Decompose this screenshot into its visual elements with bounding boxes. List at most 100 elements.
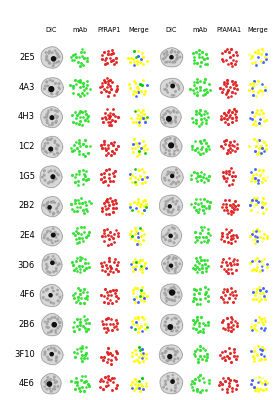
- Ellipse shape: [163, 357, 165, 359]
- Point: [220, 381, 225, 388]
- Ellipse shape: [45, 263, 47, 265]
- Point: [100, 267, 104, 273]
- Point: [229, 226, 233, 233]
- Point: [224, 200, 228, 207]
- Point: [133, 381, 137, 388]
- Point: [195, 264, 200, 270]
- Ellipse shape: [50, 202, 52, 203]
- Point: [258, 152, 262, 158]
- Point: [223, 326, 228, 333]
- Point: [101, 378, 105, 384]
- Point: [222, 286, 226, 292]
- Ellipse shape: [59, 88, 60, 90]
- Point: [99, 354, 103, 360]
- Point: [219, 142, 223, 149]
- Point: [258, 211, 262, 217]
- Point: [130, 238, 134, 245]
- Point: [194, 196, 198, 202]
- Point: [72, 319, 76, 325]
- Ellipse shape: [58, 203, 59, 205]
- Point: [77, 84, 82, 90]
- Ellipse shape: [176, 318, 177, 319]
- Polygon shape: [40, 166, 62, 188]
- Ellipse shape: [45, 52, 47, 53]
- Point: [136, 48, 140, 55]
- Ellipse shape: [168, 150, 170, 152]
- Point: [79, 230, 83, 237]
- Point: [100, 233, 105, 240]
- Point: [75, 350, 79, 356]
- Ellipse shape: [174, 143, 176, 145]
- Point: [192, 321, 196, 328]
- Point: [111, 170, 115, 176]
- Point: [259, 347, 264, 354]
- Point: [81, 206, 85, 213]
- Point: [224, 204, 228, 210]
- Point: [193, 110, 198, 117]
- Point: [195, 89, 199, 95]
- Point: [224, 226, 228, 232]
- Point: [137, 359, 141, 366]
- Point: [259, 50, 263, 57]
- Point: [80, 52, 84, 59]
- Point: [144, 204, 148, 210]
- Ellipse shape: [50, 152, 51, 153]
- Point: [192, 204, 197, 211]
- Point: [221, 289, 225, 295]
- Point: [251, 88, 255, 94]
- Ellipse shape: [167, 290, 169, 292]
- Ellipse shape: [177, 57, 178, 59]
- Point: [231, 176, 235, 183]
- Point: [79, 48, 83, 55]
- Point: [221, 145, 225, 151]
- Point: [230, 388, 234, 394]
- Point: [198, 196, 202, 202]
- Point: [198, 107, 202, 113]
- Point: [128, 59, 132, 65]
- Point: [140, 82, 145, 89]
- Ellipse shape: [165, 321, 166, 323]
- Ellipse shape: [52, 388, 54, 390]
- Ellipse shape: [167, 265, 169, 267]
- Point: [255, 47, 260, 54]
- Point: [104, 210, 108, 217]
- Ellipse shape: [167, 359, 169, 361]
- Ellipse shape: [172, 81, 173, 82]
- Ellipse shape: [58, 263, 60, 265]
- Point: [205, 226, 210, 232]
- Point: [262, 84, 267, 90]
- Point: [202, 347, 207, 353]
- Point: [195, 237, 199, 244]
- Point: [109, 357, 113, 363]
- Ellipse shape: [47, 152, 48, 154]
- Point: [74, 240, 79, 246]
- Point: [230, 288, 235, 295]
- Point: [218, 112, 223, 119]
- Point: [229, 240, 233, 246]
- Point: [233, 49, 238, 55]
- Polygon shape: [41, 345, 63, 365]
- Point: [258, 353, 262, 359]
- Point: [258, 171, 262, 178]
- Point: [108, 54, 112, 61]
- Point: [134, 171, 138, 178]
- Circle shape: [51, 261, 54, 264]
- Point: [129, 54, 133, 61]
- Ellipse shape: [173, 172, 175, 174]
- Point: [79, 224, 83, 230]
- Ellipse shape: [46, 268, 47, 270]
- Point: [84, 350, 88, 356]
- Point: [232, 256, 236, 262]
- Point: [105, 226, 110, 232]
- Point: [230, 204, 234, 210]
- Point: [255, 177, 260, 183]
- Ellipse shape: [172, 181, 174, 183]
- Point: [129, 115, 133, 121]
- Point: [189, 380, 193, 387]
- Point: [137, 344, 141, 351]
- Point: [258, 140, 262, 146]
- Point: [255, 50, 260, 56]
- Polygon shape: [160, 136, 182, 157]
- Point: [74, 258, 78, 264]
- Point: [200, 387, 205, 394]
